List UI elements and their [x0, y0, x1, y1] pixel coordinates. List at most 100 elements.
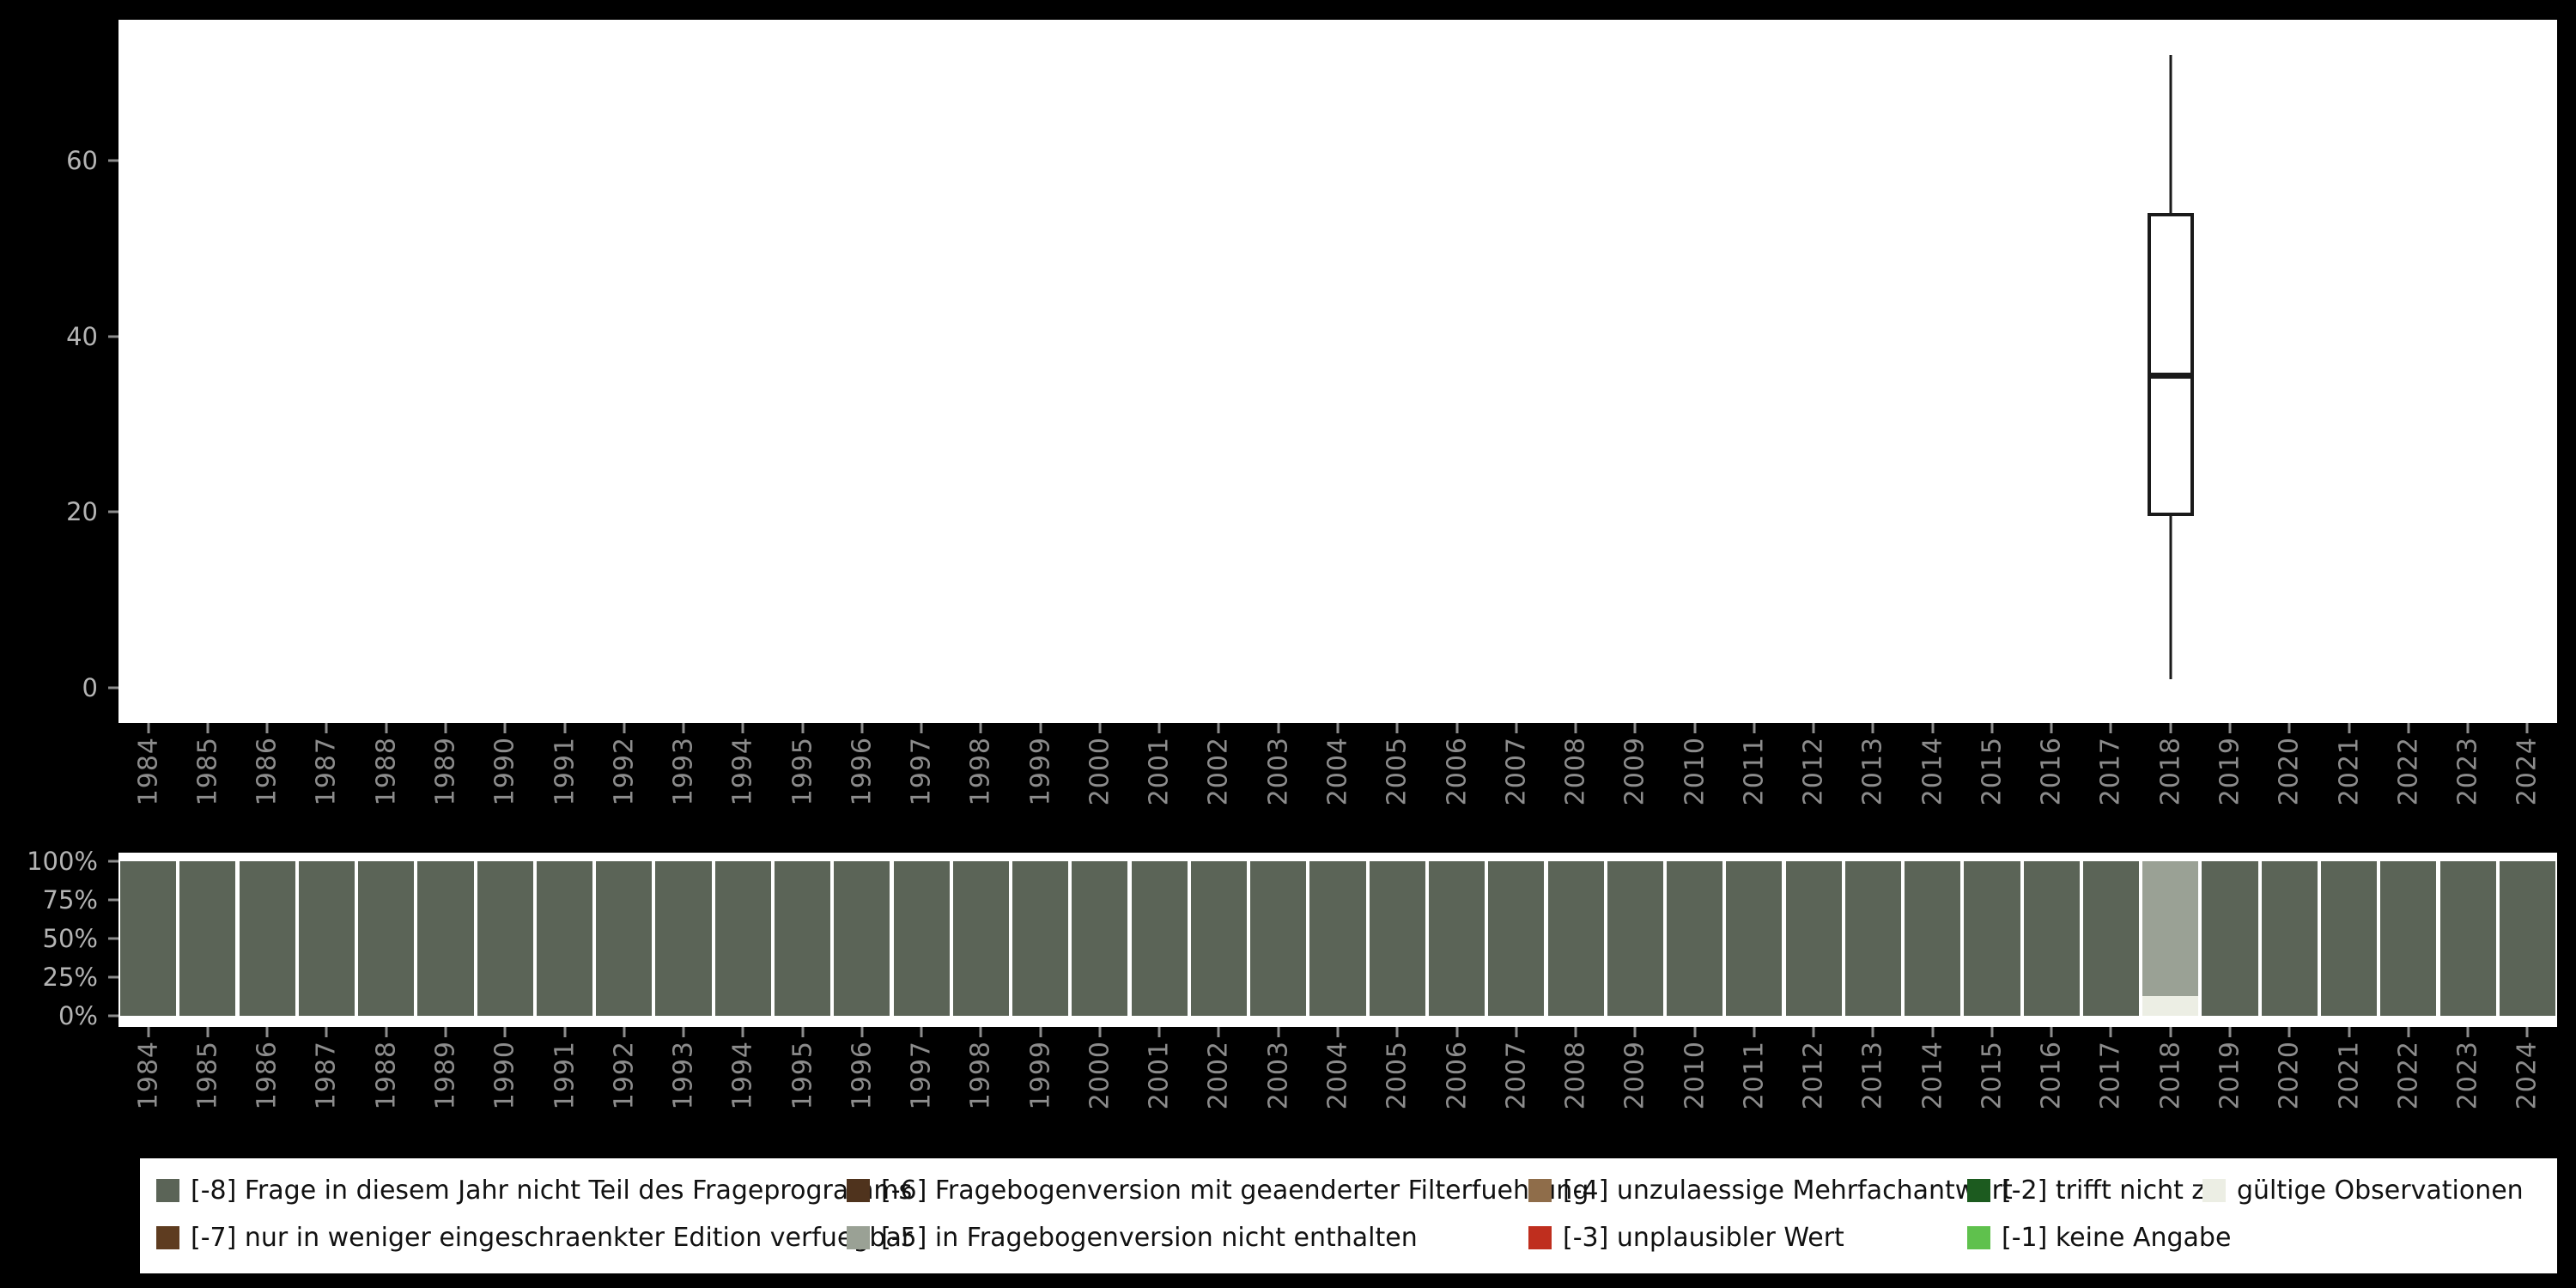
legend-column: gültige Observationen: [2202, 1170, 2557, 1273]
bar-x-tick-mark: [1990, 1027, 1994, 1037]
bar-segment-m8: [2439, 861, 2496, 1016]
bar-segment-valid: [2142, 995, 2199, 1016]
bar-x-tick-label: 1997: [907, 1041, 937, 1137]
bar-x-tick-label: 2012: [1799, 1041, 1829, 1137]
bar-segment-m8: [1250, 861, 1307, 1016]
bar-year-label: 2005: [1382, 1041, 1413, 1110]
bar-segment-m8: [2202, 861, 2258, 1016]
legend-label-m2: [-2] trifft nicht zu: [2002, 1175, 2222, 1206]
legend-column: [-4] unzulaessige Mehrfachantwort [-3] un…: [1528, 1170, 2013, 1273]
bar-year-label: 1999: [1025, 1041, 1056, 1110]
bar-x-tick-label: 2001: [1145, 1041, 1175, 1137]
boxplot-x-tick-mark: [1871, 723, 1874, 733]
bar-year-label: 1994: [727, 1041, 758, 1110]
bar-x-tick-mark: [979, 1027, 982, 1037]
boxplot-year-label: 1998: [965, 737, 996, 806]
bar-year-label: 2021: [2334, 1041, 2365, 1110]
bar-segment-m8: [2261, 861, 2318, 1016]
legend-label-m7: [-7] nur in weniger eingeschraenkter Edi…: [191, 1222, 913, 1253]
boxplot-y-tick-mark: [108, 510, 118, 513]
legend-swatch-valid: [2202, 1178, 2226, 1202]
bar-x-tick-label: 1995: [787, 1041, 817, 1137]
boxplot-x-tick-mark: [1395, 723, 1399, 733]
boxplot-year-label: 1994: [727, 737, 758, 806]
boxplot-x-tick-mark: [860, 723, 864, 733]
boxplot-year-label: 2011: [1739, 737, 1770, 806]
bar-year-label: 1998: [965, 1041, 996, 1110]
bar-x-tick-label: 1993: [669, 1041, 699, 1137]
bar-x-tick-mark: [1812, 1027, 1815, 1037]
boxplot-x-tick-label: 2002: [1204, 737, 1234, 833]
bar-y-tick-label: 0%: [58, 1001, 98, 1030]
legend-swatch-m2: [1967, 1178, 1990, 1202]
bar-year-label: 1991: [550, 1041, 580, 1110]
boxplot-x-tick-mark: [444, 723, 447, 733]
boxplot-x-tick-label: 2000: [1084, 737, 1115, 833]
boxplot-x-tick-mark: [1515, 723, 1518, 733]
legend-label-m8: [-8] Frage in diesem Jahr nicht Teil des…: [191, 1175, 913, 1206]
boxplot-year-label: 1984: [133, 737, 164, 806]
boxplot-x-tick-mark: [503, 723, 507, 733]
boxplot-year-label: 2017: [2095, 737, 2126, 806]
boxplot-x-tick-mark: [2228, 723, 2232, 733]
boxplot-x-tick-mark: [147, 723, 150, 733]
bar-year-label: 1992: [609, 1041, 640, 1110]
boxplot-x-tick-mark: [1217, 723, 1220, 733]
bar-y-axis: 100% 75% 50% 25% 0%: [0, 847, 118, 1030]
boxplot-x-tick-mark: [741, 723, 744, 733]
boxplot-year-label: 2002: [1203, 737, 1234, 806]
boxplot-x-tick-label: 2022: [2393, 737, 2423, 833]
boxplot-x-tick-mark: [2407, 723, 2410, 733]
boxplot-x-tick-label: 2018: [2155, 737, 2185, 833]
boxplot-x-tick-mark: [1574, 723, 1577, 733]
boxplot-y-tick-label: 20: [66, 497, 98, 527]
boxplot-x-tick-mark: [1812, 723, 1815, 733]
boxplot-x-tick-mark: [979, 723, 982, 733]
bar-year-label: 2010: [1680, 1041, 1710, 1110]
bar-x-tick-mark: [147, 1027, 150, 1037]
boxplot-year-label: 2012: [1798, 737, 1829, 806]
bar-x-tick-mark: [1098, 1027, 1102, 1037]
bar-year-label: 2018: [2155, 1041, 2186, 1110]
boxplot-year-label: 2014: [1917, 737, 1948, 806]
boxplot-x-tick-label: 2011: [1739, 737, 1769, 833]
bar-year-label: 2023: [2452, 1041, 2483, 1110]
legend-item-m6: [-6] Fragebogenversion mit geaenderter F…: [847, 1170, 1589, 1211]
legend-label-valid: gültige Observationen: [2237, 1175, 2524, 1206]
boxplot-year-label: 2024: [2512, 737, 2543, 806]
bar-segment-m8: [179, 861, 236, 1016]
bar-segment-m8: [1488, 861, 1545, 1016]
boxplot-year-label: 2003: [1263, 737, 1294, 806]
bar-x-tick-label: 2000: [1084, 1041, 1115, 1137]
boxplot-year-label: 1987: [311, 737, 342, 806]
boxplot-year-label: 2006: [1442, 737, 1473, 806]
boxplot-year-label: 1988: [371, 737, 402, 806]
boxplot-x-tick-label: 2024: [2512, 737, 2543, 833]
bar-year-label: 2007: [1501, 1041, 1532, 1110]
legend-item-valid: gültige Observationen: [2202, 1170, 2557, 1211]
bar-year-label: 2002: [1203, 1041, 1234, 1110]
legend-column: [-2] trifft nicht zu [-1] keine Angabe: [1967, 1170, 2231, 1273]
boxplot-x-tick-label: 2020: [2275, 737, 2305, 833]
bar-year-label: 2015: [1977, 1041, 2008, 1110]
bar-x-tick-mark: [741, 1027, 744, 1037]
bar-y-tick-mark: [108, 937, 118, 940]
boxplot-x-tick-mark: [265, 723, 269, 733]
legend-label-m4: [-4] unzulaessige Mehrfachantwort: [1563, 1175, 2013, 1206]
bar-segment-m8: [298, 861, 355, 1016]
boxplot-x-tick-mark: [2348, 723, 2351, 733]
bar-x-tick-mark: [1157, 1027, 1161, 1037]
boxplot-year-label: 2019: [2215, 737, 2245, 806]
bar-x-tick-mark: [563, 1027, 566, 1037]
legend-item-m4: [-4] unzulaessige Mehrfachantwort: [1528, 1170, 2013, 1211]
bar-x-tick-mark: [1633, 1027, 1637, 1037]
bar-x-tick-mark: [2466, 1027, 2470, 1037]
bar-segment-m8: [1785, 861, 1842, 1016]
bar-year-label: 1989: [430, 1041, 461, 1110]
bar-segment-m8: [834, 861, 890, 1016]
bar-x-tick-label: 1986: [252, 1041, 283, 1137]
boxplot-year-label: 1993: [668, 737, 699, 806]
boxplot-x-tick-mark: [920, 723, 923, 733]
bar-x-axis: 1984 1985 1986 1987 1988 1989 1990 1991 1992 1993…: [118, 1027, 2557, 1139]
boxplot-x-tick-label: 1994: [728, 737, 758, 833]
